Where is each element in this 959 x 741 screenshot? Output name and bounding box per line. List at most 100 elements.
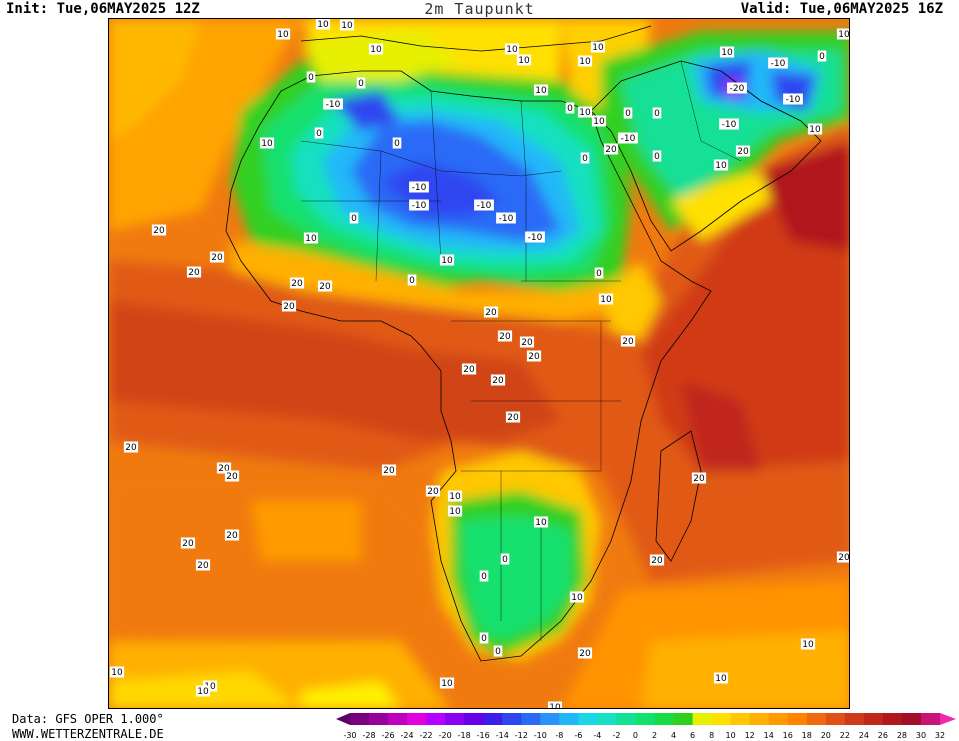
svg-text:-10: -10 [528,233,543,243]
svg-text:10: 10 [370,45,382,55]
legend-swatch [616,713,636,725]
svg-text:-20: -20 [730,84,745,94]
svg-text:10: 10 [549,703,561,709]
svg-text:20: 20 [528,352,540,362]
contour-label: 10 [591,115,607,127]
contour-label: 10 [259,137,275,149]
legend-tick-label: -22 [420,731,433,740]
legend-swatch [882,713,903,725]
contour-label: 20 [216,462,232,474]
contour-label: 0 [356,77,366,89]
contour-label: 20 [289,277,305,289]
contour-label: 10 [533,84,549,96]
svg-text:20: 20 [651,556,663,566]
contour-label: 0 [500,553,510,565]
color-legend: -30 -28 -26 -24 -22 -20 -18 -16 -14 -12 -10 -8 -6 -4-… [336,713,956,740]
svg-text:20: 20 [153,226,165,236]
contour-label: 10 [547,701,563,709]
svg-text:10: 10 [261,139,273,149]
legend-swatch [559,713,579,725]
svg-text:20: 20 [226,472,238,482]
svg-text:0: 0 [394,139,400,149]
svg-text:20: 20 [383,466,395,476]
svg-text:10: 10 [600,295,612,305]
svg-text:20: 20 [188,268,200,278]
contour-label: -10 [768,57,788,69]
contour-label: -10 [496,212,516,224]
legend-swatch [673,713,694,725]
contour-label: 20 [224,529,240,541]
svg-text:20: 20 [499,332,511,342]
legend-swatch [388,713,408,725]
contour-label: 20 [691,472,707,484]
svg-text:20: 20 [211,253,223,263]
svg-text:10: 10 [305,234,317,244]
contour-label: 20 [195,559,211,571]
legend-tick-label: -28 [362,731,375,740]
svg-text:10: 10 [441,679,453,689]
legend-tick-label: -20 [439,731,452,740]
svg-text:10: 10 [802,640,814,650]
svg-text:10: 10 [579,57,591,67]
legend-swatch [654,713,675,725]
svg-text:10: 10 [441,256,453,266]
legend-swatch [407,713,427,725]
svg-text:10: 10 [571,593,583,603]
contour-label: -10 [323,98,343,110]
contour-label: 20 [620,335,636,347]
contour-label: 20 [381,464,397,476]
svg-text:10: 10 [579,108,591,118]
svg-text:20: 20 [197,561,209,571]
contour-label: 20 [123,441,139,453]
svg-text:0: 0 [625,109,631,119]
contour-label: 0 [407,274,417,286]
svg-text:10: 10 [111,668,123,678]
legend-swatch [787,713,808,725]
dewpoint-map: 10 10 10 10 10 10 10 10 10 10 -10 0 -20 -10 0 0 -10 10 0 10… [108,18,850,709]
contour-label: 20 [151,224,167,236]
svg-text:-10: -10 [499,214,514,224]
svg-text:10: 10 [449,507,461,517]
contour-label: 10 [713,672,729,684]
svg-text:20: 20 [463,365,475,375]
legend-swatch [597,713,617,725]
contour-label: 10 [439,677,455,689]
legend-swatch [445,713,465,725]
svg-text:10: 10 [721,48,733,58]
legend-swatch [540,713,560,725]
contour-label: 20 [483,306,499,318]
legend-tick-label: 4 [671,731,676,740]
dewpoint-field [109,19,849,708]
svg-text:20: 20 [218,464,230,474]
contour-label: 10 [713,159,729,171]
contour-label: 0 [594,267,604,279]
contour-label: -10 [409,199,429,211]
legend-tick-label: 28 [897,731,907,740]
contour-label: 20 [836,551,849,563]
legend-swatch [692,713,713,725]
legend-swatch [635,713,656,725]
svg-text:10: 10 [277,30,289,40]
svg-text:20: 20 [485,308,497,318]
legend-swatch [825,713,846,725]
legend-tick-label: -18 [458,731,471,740]
legend-swatch [350,713,370,725]
svg-text:-10: -10 [412,183,427,193]
legend-swatch [749,713,770,725]
legend-tick-label: 0 [633,731,638,740]
svg-text:20: 20 [579,649,591,659]
contour-label: 10 [109,666,125,678]
svg-text:0: 0 [654,109,660,119]
svg-text:-10: -10 [786,95,801,105]
contour-label: -20 [727,82,747,94]
legend-tick-label: -2 [612,731,620,740]
svg-text:0: 0 [351,214,357,224]
valid-time-label: Valid: Tue,06MAY2025 16Z [740,1,943,17]
svg-text:-10: -10 [326,100,341,110]
svg-text:10: 10 [838,30,850,40]
contour-label: 0 [392,137,402,149]
contour-label: 0 [580,152,590,164]
svg-text:20: 20 [737,147,749,157]
legend-right-arrow [940,713,956,725]
contour-label: 10 [598,293,614,305]
